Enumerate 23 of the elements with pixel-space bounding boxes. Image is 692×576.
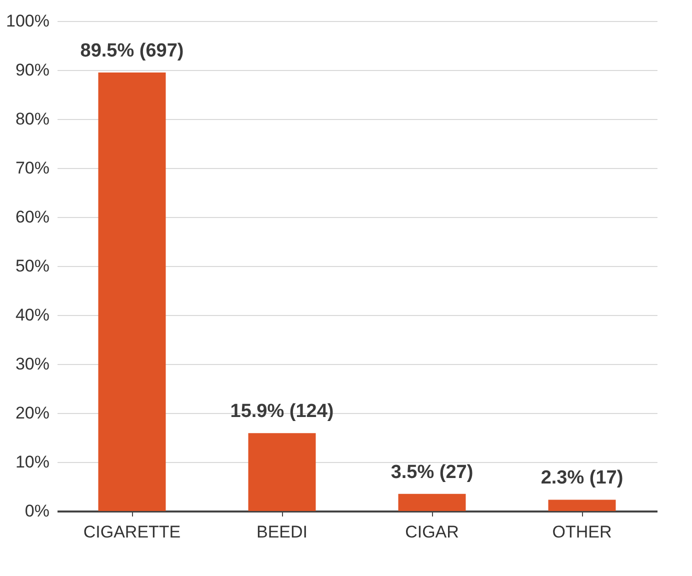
- bar: [98, 72, 166, 511]
- y-tick-label: 70%: [15, 158, 50, 178]
- bar: [248, 433, 316, 511]
- data-label: 89.5% (697): [80, 40, 184, 62]
- data-label: 2.3% (17): [540, 468, 624, 489]
- x-tick-label: OTHER: [552, 522, 612, 542]
- data-label: 3.5% (27): [390, 462, 474, 483]
- y-tick-label: 60%: [15, 208, 50, 226]
- y-tick-label: 90%: [15, 60, 50, 80]
- y-tick-label: 80%: [15, 110, 50, 128]
- data-label: 15.9% (124): [230, 401, 334, 422]
- bar: [548, 500, 616, 511]
- y-tick-label: 50%: [15, 256, 50, 276]
- bar: [398, 494, 466, 511]
- y-tick-label: 30%: [15, 354, 50, 374]
- x-tick-label: CIGARETTE: [83, 522, 181, 542]
- y-tick-label: 40%: [15, 306, 50, 324]
- y-tick-label: 100%: [6, 12, 50, 30]
- y-tick-label: 20%: [15, 404, 50, 422]
- x-tick-label: CIGAR: [405, 522, 459, 542]
- x-tick-label: BEEDI: [256, 522, 308, 542]
- y-tick-label: 10%: [15, 452, 50, 472]
- y-tick-label: 0%: [24, 502, 50, 520]
